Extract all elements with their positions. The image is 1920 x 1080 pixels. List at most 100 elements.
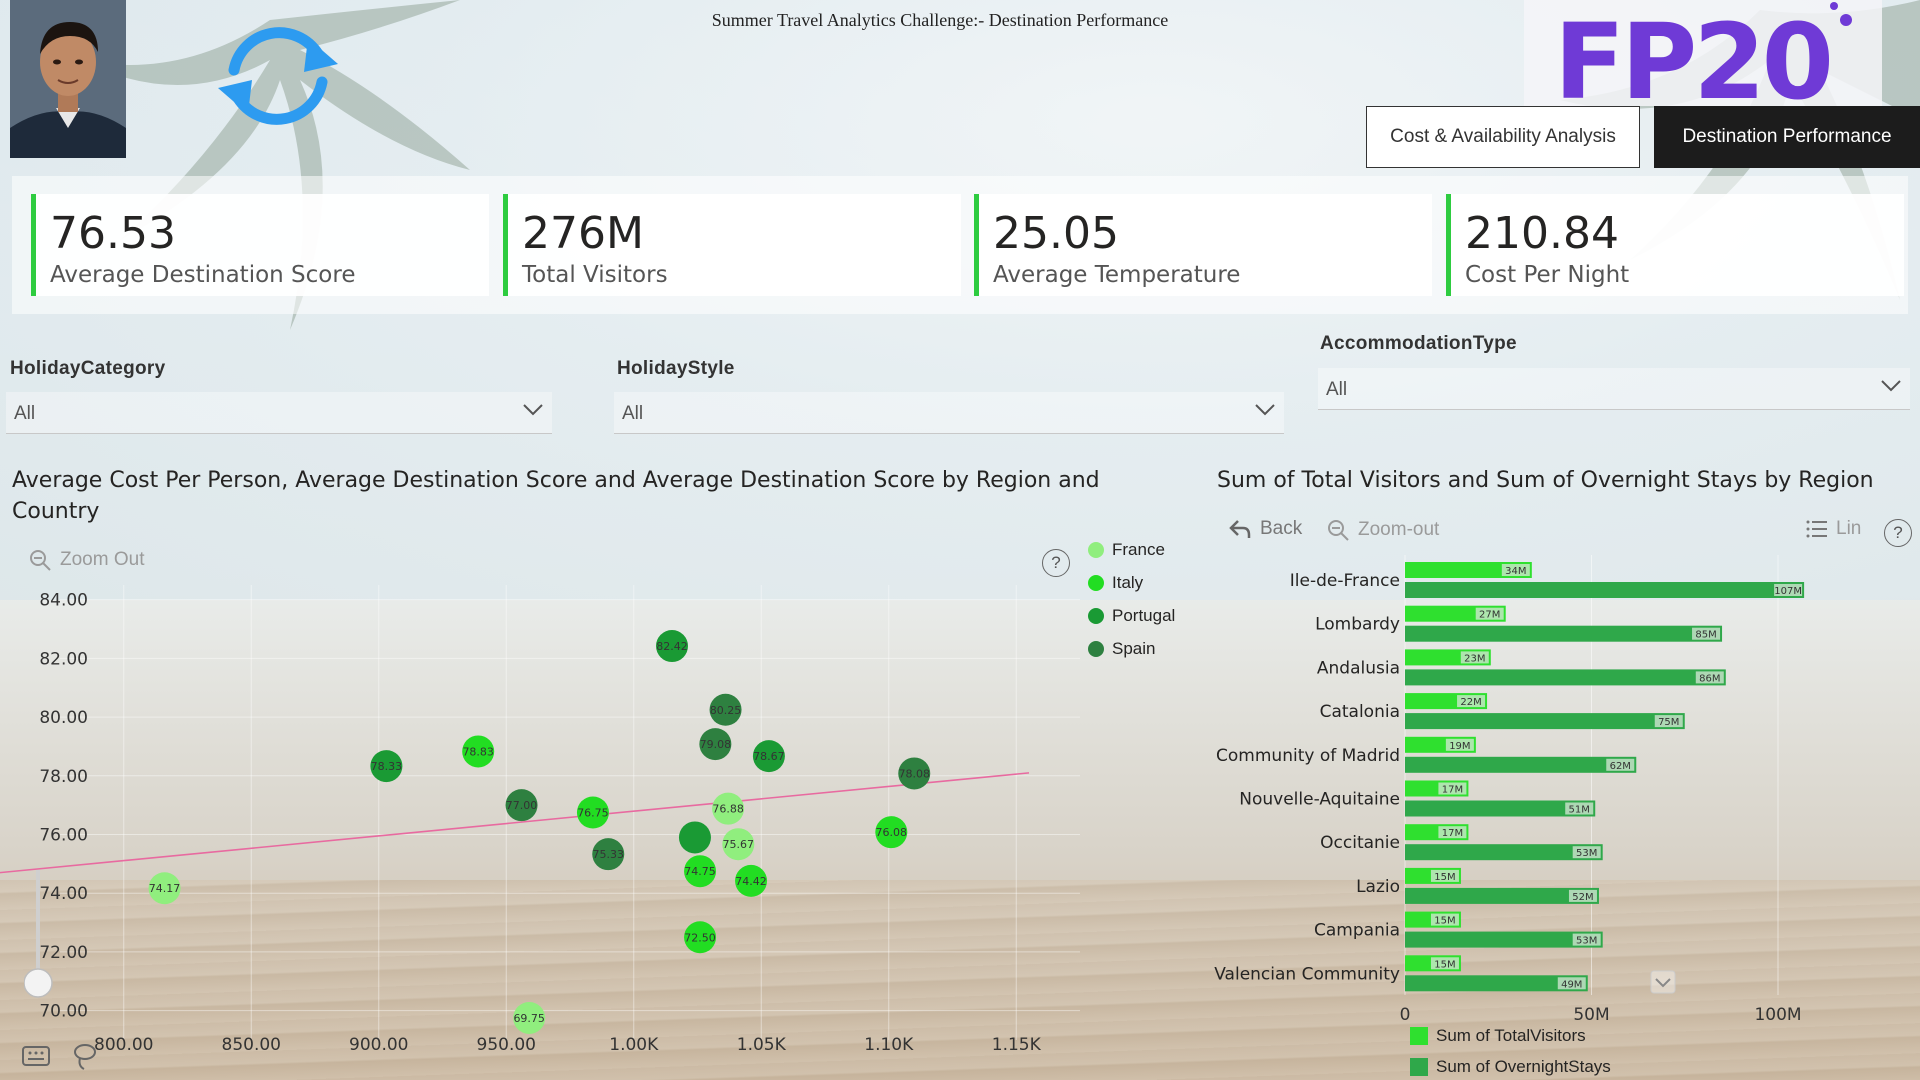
data-label: 74.17 bbox=[149, 882, 181, 895]
data-point[interactable]: 78.83 bbox=[462, 735, 495, 768]
overnight-stays-bar[interactable] bbox=[1405, 582, 1805, 598]
legend-item[interactable]: Portugal bbox=[1088, 606, 1175, 626]
data-point[interactable]: 76.88 bbox=[712, 792, 745, 825]
chevron-down-icon bbox=[1255, 404, 1275, 416]
legend-item[interactable]: France bbox=[1088, 540, 1165, 560]
x-tick-label: 1.05K bbox=[737, 1035, 787, 1055]
bar-data-label: 85M bbox=[1695, 630, 1716, 641]
refresh-button[interactable] bbox=[212, 18, 344, 133]
x-tick-label: 800.00 bbox=[94, 1035, 153, 1055]
data-point[interactable]: 82.42 bbox=[656, 630, 688, 663]
lasso-icon[interactable] bbox=[72, 1042, 98, 1072]
bar-zoom-out-button[interactable]: Zoom-out bbox=[1326, 518, 1439, 542]
data-point-marker bbox=[699, 728, 732, 761]
legend-item[interactable]: Sum of OvernightStays bbox=[1410, 1057, 1611, 1077]
data-point[interactable]: 80.25 bbox=[709, 693, 742, 726]
bar-label-bg bbox=[1438, 826, 1467, 839]
keyboard-icon[interactable] bbox=[22, 1045, 52, 1067]
data-label: 82.42 bbox=[656, 640, 688, 653]
x-tick-label: 850.00 bbox=[222, 1035, 281, 1055]
bar-label-bg bbox=[1692, 627, 1721, 640]
scatter-zoom-out-button[interactable]: Zoom Out bbox=[28, 548, 144, 572]
kpi-card-cost-per-night: 210.84 Cost Per Night bbox=[1446, 194, 1904, 296]
legend-item[interactable]: Spain bbox=[1088, 639, 1155, 659]
data-point-marker bbox=[875, 816, 908, 849]
overnight-stays-bar[interactable] bbox=[1405, 756, 1637, 773]
holiday-style-dropdown[interactable]: All bbox=[614, 392, 1284, 434]
holiday-category-dropdown[interactable]: All bbox=[6, 392, 552, 434]
bar-data-label: 22M bbox=[1460, 697, 1481, 708]
overnight-stays-bar[interactable] bbox=[1405, 669, 1726, 686]
nav-cost-availability-button[interactable]: Cost & Availability Analysis bbox=[1366, 106, 1640, 168]
nav-destination-performance-button[interactable]: Destination Performance bbox=[1654, 106, 1920, 168]
visitors-bar[interactable] bbox=[1405, 562, 1532, 578]
category-label: Community of Madrid bbox=[1216, 746, 1400, 766]
data-point[interactable]: 78.08 bbox=[898, 757, 931, 790]
bar-data-label: 53M bbox=[1576, 848, 1597, 859]
zoom-slider[interactable] bbox=[24, 870, 54, 1000]
kpi-label: Total Visitors bbox=[522, 262, 668, 288]
y-tick-label: 78.00 bbox=[39, 767, 88, 787]
legend-swatch bbox=[1410, 1027, 1428, 1045]
data-point[interactable]: 74.17 bbox=[148, 872, 181, 905]
legend-item[interactable]: Sum of TotalVisitors bbox=[1410, 1026, 1586, 1046]
data-point-marker bbox=[735, 864, 768, 897]
data-point[interactable]: 77.00 bbox=[505, 789, 538, 822]
bar-back-button[interactable]: Back bbox=[1228, 518, 1302, 540]
bar-label-bg bbox=[1557, 977, 1586, 990]
data-point[interactable]: 79.08 bbox=[699, 728, 732, 761]
bar-label-bg bbox=[1572, 933, 1601, 946]
overnight-stays-bar[interactable] bbox=[1405, 800, 1596, 817]
category-label: Ile-de-France bbox=[1290, 571, 1400, 591]
scroll-down-icon[interactable] bbox=[1650, 970, 1676, 994]
scatter-chart-title: Average Cost Per Person, Average Destina… bbox=[12, 468, 1100, 524]
bar-label-bg bbox=[1565, 802, 1594, 815]
person-portrait-icon bbox=[10, 0, 126, 158]
scatter-help-button[interactable]: ? bbox=[1042, 549, 1070, 577]
kpi-value: 25.05 bbox=[993, 208, 1119, 259]
legend-item[interactable]: Italy bbox=[1088, 573, 1143, 593]
zoom-slider-handle[interactable] bbox=[24, 968, 53, 998]
data-point[interactable]: 78.33 bbox=[370, 750, 403, 783]
dropdown-value: All bbox=[622, 403, 644, 424]
data-point[interactable]: 69.75 bbox=[513, 1001, 546, 1034]
data-point-marker bbox=[576, 796, 609, 829]
overnight-stays-bar[interactable] bbox=[1405, 931, 1603, 948]
kpi-value: 210.84 bbox=[1465, 208, 1619, 259]
data-point[interactable]: 75.67 bbox=[722, 828, 755, 861]
linear-scale-button[interactable]: Lin bbox=[1806, 518, 1861, 540]
data-point[interactable]: 78.67 bbox=[752, 740, 785, 773]
data-label: 74.42 bbox=[735, 875, 767, 888]
data-label: 76.08 bbox=[876, 826, 908, 839]
data-label: 76.75 bbox=[577, 807, 609, 820]
fp20-logo-icon: FP20 bbox=[1554, 1, 1852, 106]
data-point-marker bbox=[462, 735, 495, 768]
data-point[interactable]: 76.08 bbox=[875, 816, 908, 849]
overnight-stays-bar[interactable] bbox=[1405, 844, 1603, 861]
legend-label: Portugal bbox=[1112, 606, 1176, 625]
kpi-label: Cost Per Night bbox=[1465, 262, 1630, 288]
accommodation-type-dropdown[interactable]: All bbox=[1318, 368, 1910, 410]
x-tick-label: 900.00 bbox=[349, 1035, 408, 1055]
slicer-title-accommodation-type: AccommodationType bbox=[1320, 333, 1517, 354]
data-point[interactable]: 72.50 bbox=[684, 921, 717, 954]
data-point[interactable]: 74.75 bbox=[684, 855, 717, 888]
y-tick-label: 72.00 bbox=[39, 943, 88, 963]
data-label: 78.33 bbox=[371, 760, 403, 773]
data-label: 78.83 bbox=[462, 745, 494, 758]
y-tick-label: 84.00 bbox=[39, 591, 88, 611]
x-tick-label: 1.00K bbox=[609, 1035, 659, 1055]
data-point[interactable] bbox=[678, 821, 711, 854]
bar-label-bg bbox=[1430, 869, 1459, 882]
data-point[interactable]: 76.75 bbox=[576, 796, 609, 829]
data-label: 78.67 bbox=[753, 750, 785, 763]
overnight-stays-bar[interactable] bbox=[1405, 713, 1685, 730]
overnight-stays-bar[interactable] bbox=[1405, 887, 1599, 904]
bar-help-button[interactable]: ? bbox=[1884, 519, 1912, 547]
bar-data-label: 62M bbox=[1610, 761, 1631, 772]
bar-data-label: 86M bbox=[1699, 673, 1720, 684]
data-point[interactable]: 75.33 bbox=[592, 838, 625, 871]
overnight-stays-bar[interactable] bbox=[1405, 625, 1723, 642]
overnight-stays-bar[interactable] bbox=[1405, 975, 1588, 992]
data-point[interactable]: 74.42 bbox=[735, 864, 768, 897]
